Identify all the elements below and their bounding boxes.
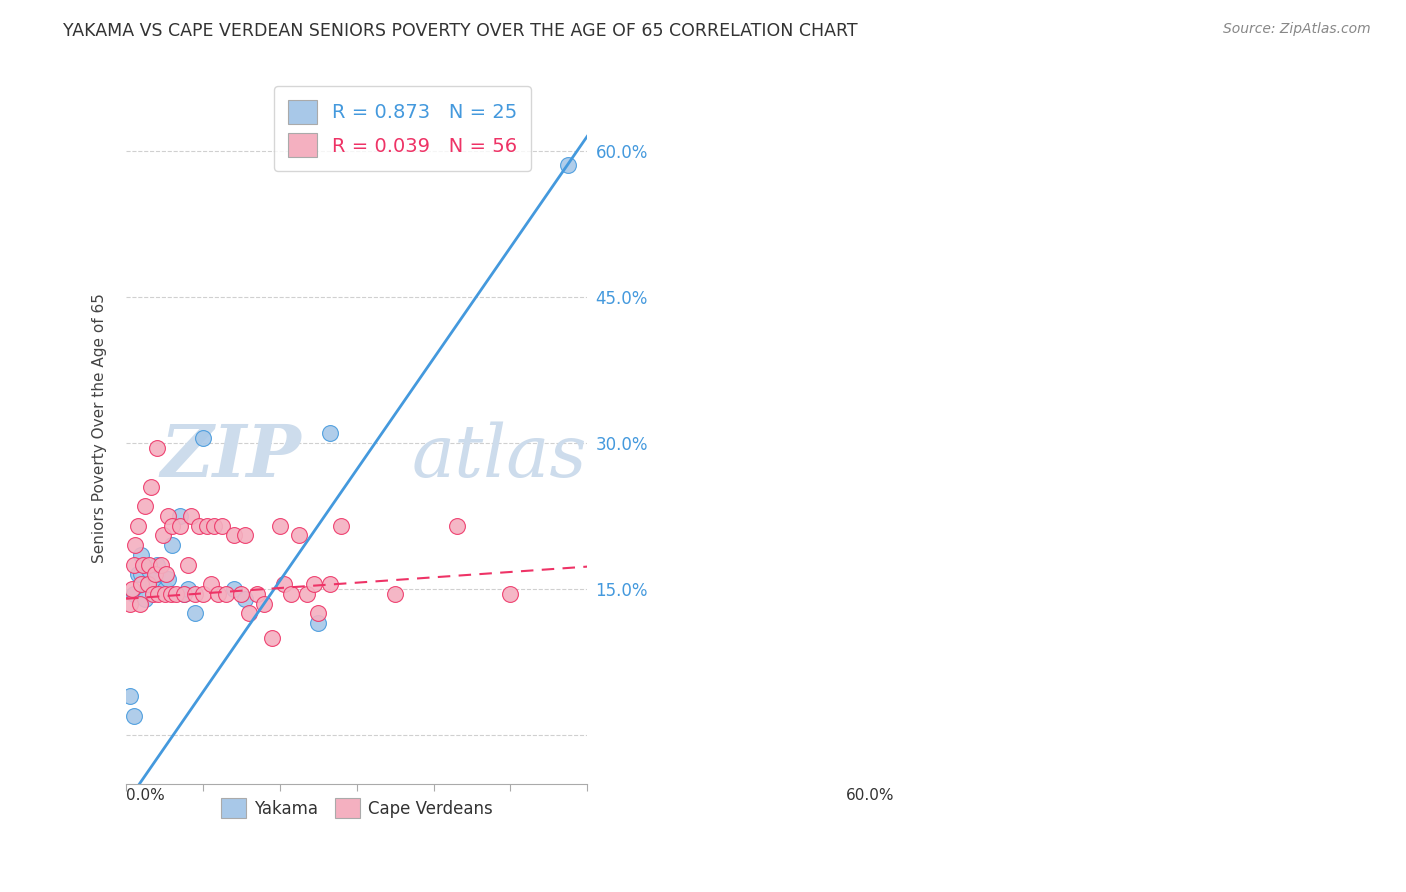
- Point: [138, 558, 160, 572]
- Point: [146, 567, 169, 582]
- Point: [155, 567, 177, 582]
- Point: [153, 582, 176, 596]
- Y-axis label: Seniors Poverty Over the Age of 65: Seniors Poverty Over the Age of 65: [93, 293, 107, 563]
- Point: [131, 577, 153, 591]
- Point: [215, 587, 238, 601]
- Text: YAKAMA VS CAPE VERDEAN SENIORS POVERTY OVER THE AGE OF 65 CORRELATION CHART: YAKAMA VS CAPE VERDEAN SENIORS POVERTY O…: [63, 22, 858, 40]
- Point: [280, 587, 302, 601]
- Point: [165, 587, 187, 601]
- Point: [152, 528, 174, 542]
- Point: [191, 587, 214, 601]
- Point: [319, 426, 342, 441]
- Point: [138, 562, 160, 576]
- Point: [169, 518, 191, 533]
- Point: [122, 708, 145, 723]
- Point: [204, 518, 226, 533]
- Point: [222, 582, 245, 596]
- Point: [288, 528, 311, 542]
- Point: [188, 518, 211, 533]
- Point: [176, 558, 198, 572]
- Point: [127, 518, 149, 533]
- Point: [222, 528, 245, 542]
- Point: [121, 582, 143, 596]
- Point: [160, 538, 183, 552]
- Point: [307, 607, 329, 621]
- Point: [384, 587, 406, 601]
- Point: [127, 567, 149, 582]
- Point: [148, 587, 170, 601]
- Point: [131, 567, 153, 582]
- Point: [557, 159, 579, 173]
- Point: [233, 528, 256, 542]
- Point: [146, 558, 169, 572]
- Point: [118, 689, 141, 703]
- Point: [246, 587, 269, 601]
- Point: [238, 607, 260, 621]
- Point: [124, 538, 146, 552]
- Text: Source: ZipAtlas.com: Source: ZipAtlas.com: [1223, 22, 1371, 37]
- Point: [173, 587, 195, 601]
- Point: [176, 582, 198, 596]
- Point: [273, 577, 295, 591]
- Text: 60.0%: 60.0%: [846, 788, 894, 803]
- Point: [180, 508, 202, 523]
- Point: [207, 587, 229, 601]
- Point: [138, 577, 160, 591]
- Text: atlas: atlas: [412, 422, 588, 492]
- Point: [131, 548, 153, 562]
- Point: [139, 480, 162, 494]
- Point: [134, 591, 156, 606]
- Text: ZIP: ZIP: [160, 421, 301, 492]
- Legend: Yakama, Cape Verdeans: Yakama, Cape Verdeans: [214, 791, 499, 825]
- Point: [157, 572, 180, 586]
- Point: [160, 518, 183, 533]
- Point: [184, 587, 207, 601]
- Point: [262, 631, 284, 645]
- Point: [191, 431, 214, 445]
- Point: [253, 597, 276, 611]
- Point: [295, 587, 318, 601]
- Point: [157, 508, 180, 523]
- Point: [122, 558, 145, 572]
- Point: [129, 597, 152, 611]
- Point: [200, 577, 222, 591]
- Point: [319, 577, 342, 591]
- Point: [211, 518, 233, 533]
- Point: [132, 558, 155, 572]
- Point: [134, 500, 156, 514]
- Point: [136, 577, 159, 591]
- Point: [184, 607, 207, 621]
- Point: [169, 508, 191, 523]
- Point: [142, 587, 165, 601]
- Text: 0.0%: 0.0%: [127, 788, 165, 803]
- Point: [142, 577, 165, 591]
- Point: [149, 558, 172, 572]
- Point: [307, 616, 329, 631]
- Point: [330, 518, 353, 533]
- Point: [195, 518, 218, 533]
- Point: [304, 577, 326, 591]
- Point: [233, 591, 256, 606]
- Point: [153, 587, 176, 601]
- Point: [146, 441, 169, 455]
- Point: [118, 597, 141, 611]
- Point: [173, 587, 195, 601]
- Point: [159, 587, 181, 601]
- Point: [446, 518, 468, 533]
- Point: [231, 587, 253, 601]
- Point: [499, 587, 522, 601]
- Point: [269, 518, 291, 533]
- Point: [122, 587, 145, 601]
- Point: [143, 567, 166, 582]
